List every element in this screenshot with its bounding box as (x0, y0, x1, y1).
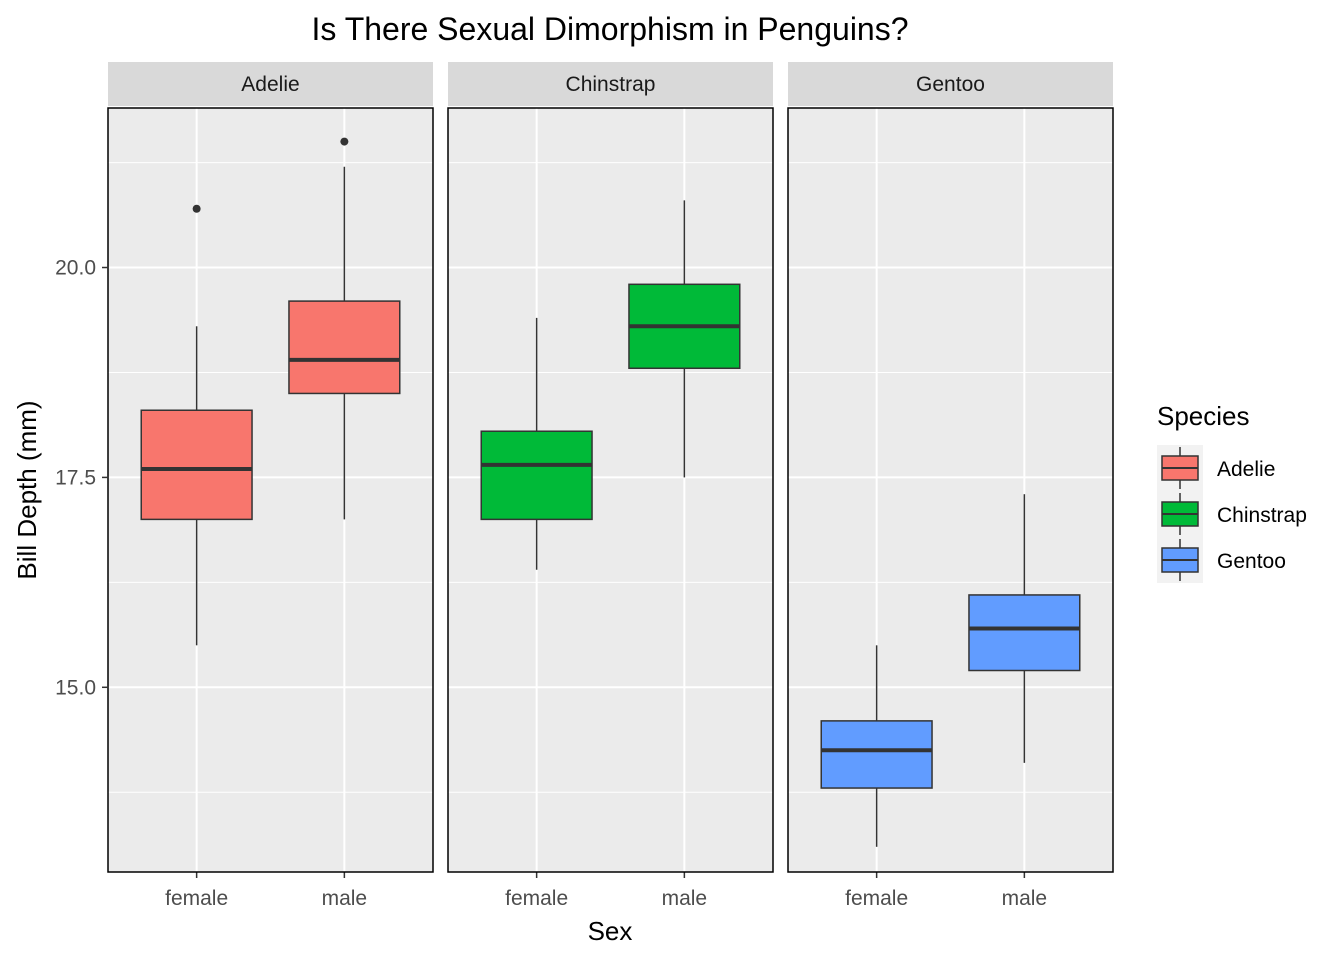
legend-key-adelie (1157, 445, 1203, 491)
box-iqr (968, 594, 1081, 672)
box-iqr (140, 409, 253, 521)
facet-panel: Gentoo female male (787, 62, 1114, 910)
outlier-point (192, 204, 201, 213)
box-female (820, 645, 933, 847)
facet-strip-label: Chinstrap (566, 73, 656, 96)
legend: Species Adelie Chinstrap Gentoo (1157, 401, 1307, 583)
box-female (140, 204, 253, 646)
box-iqr (820, 720, 933, 789)
facet-strip-label: Adelie (241, 73, 299, 96)
legend-label: Chinstrap (1217, 504, 1307, 527)
legend-key-chinstrap (1157, 491, 1203, 537)
facet-strip (108, 62, 433, 106)
y-axis-title: Bill Depth (mm) (12, 400, 42, 579)
x-tick-label: male (662, 887, 708, 910)
chart-title: Is There Sexual Dimorphism in Penguins? (311, 11, 908, 47)
panel-border (447, 107, 774, 873)
y-axis: 15.0 17.5 20.0 (55, 257, 108, 699)
facet-strip (788, 62, 1113, 106)
legend-label: Gentoo (1217, 550, 1286, 573)
x-tick-label: male (322, 887, 368, 910)
y-tick-label: 15.0 (55, 676, 96, 699)
y-tick-label: 20.0 (55, 257, 96, 280)
x-tick-label: male (1002, 887, 1048, 910)
facet-panel: Adelie female male (107, 62, 434, 910)
x-axis-title: Sex (588, 916, 633, 946)
outlier-point (340, 137, 349, 146)
legend-key-gentoo (1157, 537, 1203, 583)
legend-label: Adelie (1217, 458, 1275, 481)
legend-title: Species (1157, 401, 1250, 431)
box-male (288, 137, 401, 520)
facet-strip (448, 62, 773, 106)
y-tick-label: 17.5 (55, 466, 96, 489)
box-iqr (288, 300, 401, 395)
x-tick-label: female (165, 887, 228, 910)
facet-strip-label: Gentoo (916, 73, 985, 96)
panel-border (787, 107, 1114, 873)
box-female (480, 317, 593, 570)
x-tick-label: female (505, 887, 568, 910)
x-tick-label: female (845, 887, 908, 910)
facet-panel: Chinstrap female male (447, 62, 774, 910)
panel-border (107, 107, 434, 873)
box-male (968, 494, 1081, 763)
box-iqr (480, 430, 593, 521)
box-male (628, 200, 741, 478)
